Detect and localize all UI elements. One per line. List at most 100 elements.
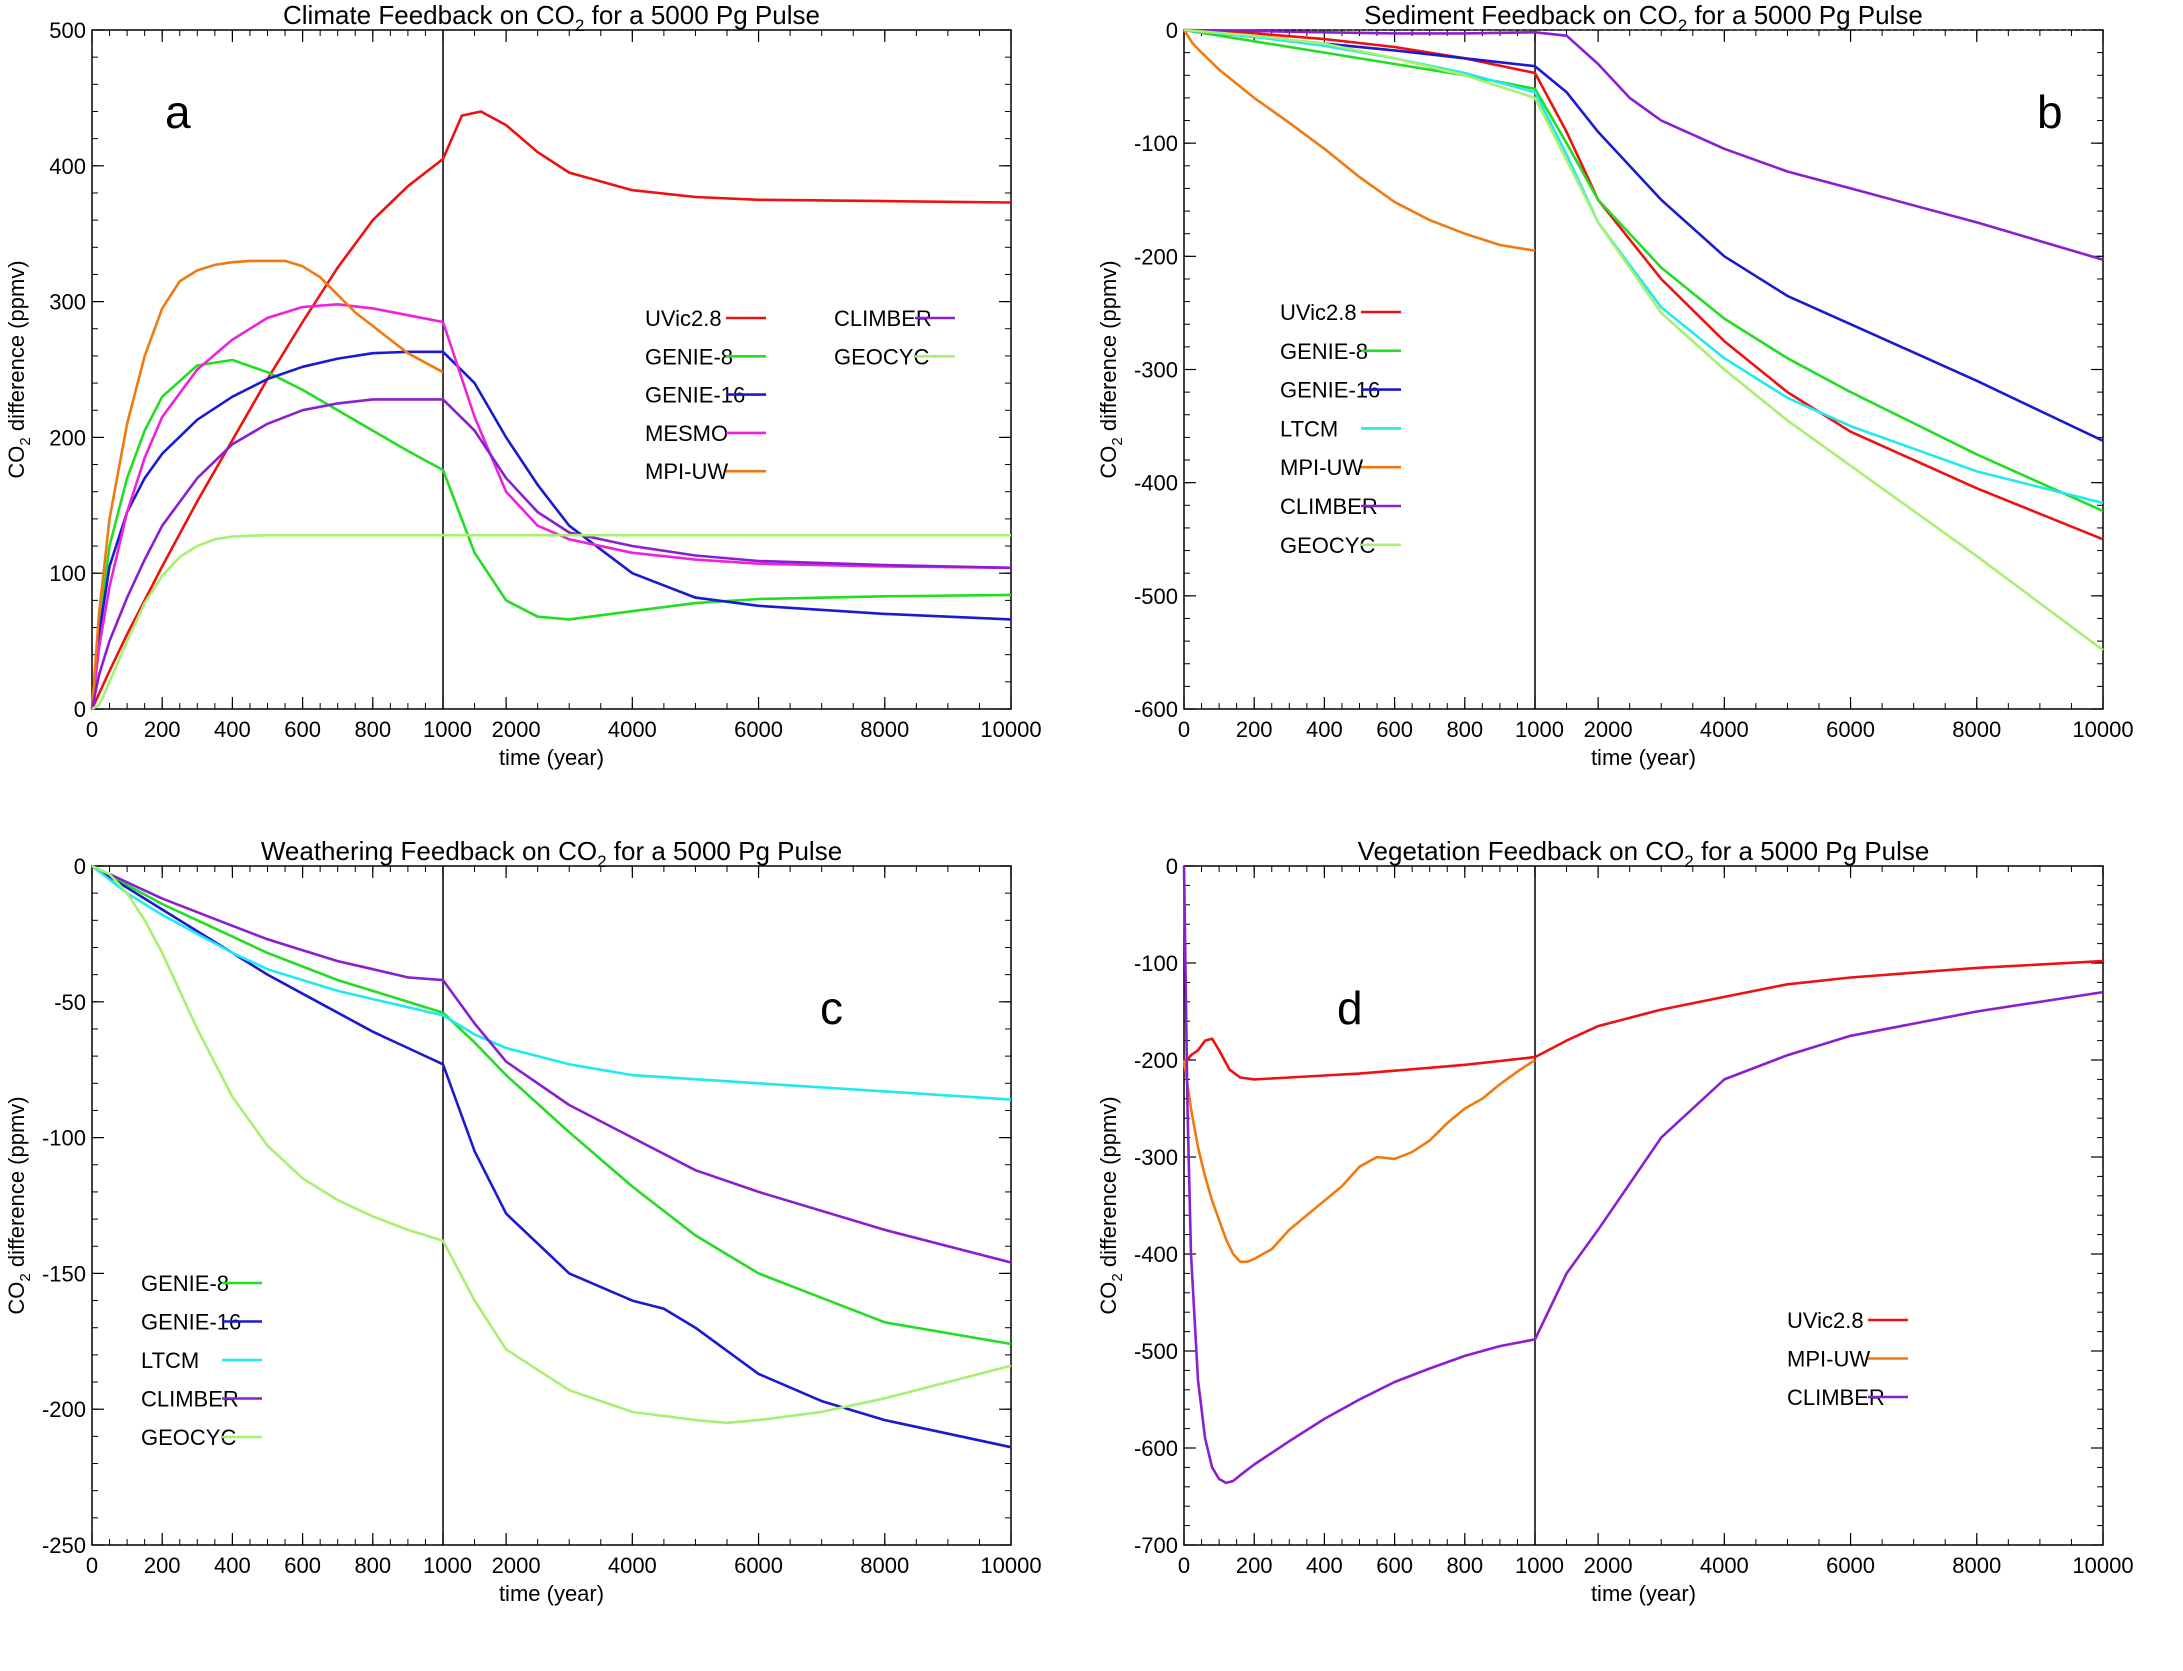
y-tick-label: -50 [54,990,86,1015]
y-axis-label-sub: 2 [17,437,34,445]
series-line-ltcm [91,864,1012,1101]
series-line-genie-8 [91,864,1012,1346]
chart-title: Sediment Feedback on CO2 for a 5000 Pg P… [1364,0,1923,35]
panel-letter: b [2037,86,2063,138]
x-tick-label: 400 [1306,1553,1343,1578]
x-tick-label: 0 [1178,1553,1190,1578]
x-tick-label: 6000 [1826,717,1875,742]
x-tick-label: 200 [144,1553,181,1578]
series-line-geocyc [91,533,1011,711]
y-tick-label: -500 [1134,584,1178,609]
chart-title-main: Climate Feedback on CO [283,0,575,30]
x-tick-label: 600 [1376,717,1413,742]
panel-d: 0 -100 -200 -300 -400 -500 -600 -700 0 200 400 600 8… [1092,836,2183,1671]
series-line-geocyc [1183,28,2104,652]
x-tick-label: 600 [1376,1553,1413,1578]
y-axis-label-pre: CO [1096,1282,1121,1315]
y-tick-label: -400 [1134,471,1178,496]
legend-label: UVic2.8 [1280,300,1357,325]
legend-label: GEOCYC [141,1425,236,1450]
x-tick-label: 6000 [1826,1553,1875,1578]
x-tick-label: 6000 [734,1553,783,1578]
legend-label: MPI-UW [645,459,728,484]
chart-title-end: for a 5000 Pg Pulse [1687,0,1923,30]
y-tick-label: 0 [1166,18,1178,43]
x-tick-label: 8000 [860,1553,909,1578]
chart-climate-feedback: 0 100 200 300 400 500 0 200 400 600 800 1000 2000 400… [4,0,1042,770]
x-tick-label: 1000 [423,1553,472,1578]
y-axis-label: CO2 difference (ppmv) [4,1096,34,1314]
series-line-climber [1183,28,2104,261]
legend-label: MPI-UW [1787,1347,1870,1372]
panel-a: 0 100 200 300 400 500 0 200 400 600 800 1000 2000 400… [0,0,1091,835]
series-line-climber [91,864,1012,1264]
legend-label: UVic2.8 [645,306,722,331]
y-tick-label: -100 [1134,951,1178,976]
legend-label: MPI-UW [1280,455,1363,480]
x-tick-label: 200 [1236,1553,1273,1578]
series-line-mpi-uw [1182,29,1536,252]
y-tick-label: -700 [1134,1533,1178,1558]
x-tick-label: 6000 [734,717,783,742]
x-tick-label: 0 [86,717,98,742]
series-line-genie-8 [1183,28,2104,513]
x-tick-label: 8000 [1952,1553,2001,1578]
panel-b: 0 -100 -200 -300 -400 -500 -600 0 200 400 600 800 10… [1092,0,2183,835]
x-tick-label: 800 [1446,1553,1483,1578]
x-tick-label: 200 [1236,717,1273,742]
x-tick-label: 2000 [492,1553,541,1578]
chart-title-main: Weathering Feedback on CO [261,836,597,866]
legend-label: GENIE-8 [645,344,733,369]
legend-label: MESMO [645,421,728,446]
y-tick-label: 400 [49,154,86,179]
plot-frame [91,865,1012,1546]
y-tick-label: 0 [1166,854,1178,879]
y-axis-label-sub: 2 [1109,437,1126,445]
panel-letter: a [165,86,191,138]
legend-label: LTCM [141,1348,199,1373]
x-tick-label: 800 [354,717,391,742]
x-tick-label: 4000 [608,717,657,742]
y-tick-label: 0 [74,697,86,722]
y-axis-label-pre: CO [4,446,29,479]
x-tick-label: 600 [284,717,321,742]
y-tick-label: 300 [49,290,86,315]
x-tick-label: 4000 [1700,1553,1749,1578]
chart-title-end: for a 5000 Pg Pulse [1694,836,1930,866]
plot-frame [91,29,1012,710]
chart-title-subscript: 2 [1678,16,1687,35]
y-tick-label: 200 [49,425,86,450]
x-tick-label: 400 [214,717,251,742]
chart-title: Climate Feedback on CO2 for a 5000 Pg Pu… [283,0,820,35]
legend-label: UVic2.8 [1787,1308,1864,1333]
y-tick-label: -200 [42,1397,86,1422]
series-line-mpi-uw [1182,1058,1536,1264]
y-axis-label-pre: CO [4,1282,29,1315]
y-tick-label: 100 [49,561,86,586]
series-line-climber [90,398,1012,710]
x-axis-label: time (year) [499,1581,604,1606]
series-line-uvic2-8 [1183,28,2104,541]
y-axis-label-sub: 2 [1109,1273,1126,1281]
x-tick-label: 1000 [1515,1553,1564,1578]
plot-frame [1183,865,2104,1546]
chart-title-subscript: 2 [575,16,584,35]
legend-label: GEOCYC [834,344,929,369]
series-line-genie-8 [90,358,1012,710]
y-axis-label-post: difference (ppmv) [1096,1096,1121,1273]
y-axis-label: CO2 difference (ppmv) [1096,260,1126,478]
series-line-mpi-uw [90,259,444,710]
chart-sediment-feedback: 0-100-200-300-400-500-6000 200 400 600 800 10… [1096,0,2134,770]
x-tick-label: 10000 [980,717,1041,742]
chart-title-subscript: 2 [1684,852,1693,871]
y-tick-label: -300 [1134,358,1178,383]
legend-label: GENIE-8 [1280,339,1368,364]
x-axis-label: time (year) [499,745,604,770]
x-tick-label: 8000 [1952,717,2001,742]
x-tick-label: 8000 [860,717,909,742]
x-tick-label: 200 [144,717,181,742]
y-axis-label-post: difference (ppmv) [4,1096,29,1273]
x-tick-label: 0 [86,1553,98,1578]
y-axis-label-post: difference (ppmv) [1096,260,1121,437]
